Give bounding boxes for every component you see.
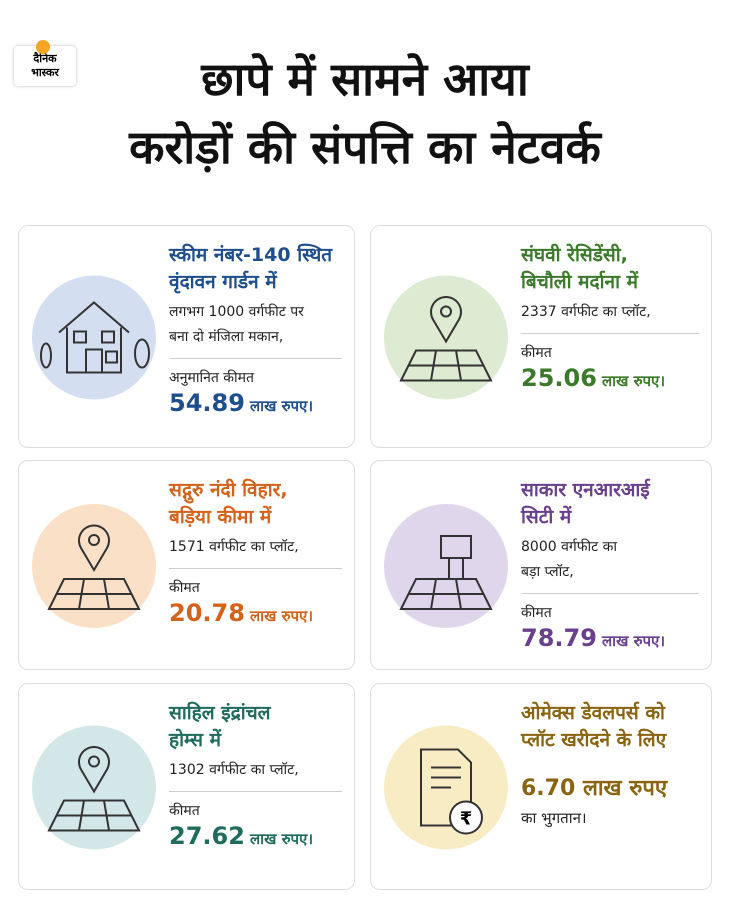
description-line: बना दो मंजिला मकान, bbox=[169, 329, 284, 345]
property-card: सद्गुरु नंदी विहार, बड़िया कीमा में 1571 व… bbox=[18, 460, 355, 670]
price: 20.78 bbox=[169, 599, 245, 627]
card-text: साहिल इंद्रांचल होम्स में 1302 वर्गफीट का … bbox=[169, 700, 342, 850]
price-unit: लाख रुपए। bbox=[602, 372, 666, 390]
card-title: सिटी में bbox=[521, 506, 572, 528]
description-line: 2337 वर्गफीट का प्लॉट, bbox=[521, 304, 651, 320]
rupee-symbol: ₹ bbox=[460, 809, 473, 830]
card-title: साकार एनआरआई bbox=[521, 479, 650, 501]
icon bbox=[32, 725, 156, 850]
price-unit: लाख रुपए। bbox=[602, 632, 666, 650]
price-unit: लाख रुपए। bbox=[250, 830, 314, 848]
icon bbox=[32, 275, 156, 400]
card-title: वृंदावन गार्डन में bbox=[169, 271, 277, 293]
price-row: 27.62 लाख रुपए। bbox=[169, 822, 342, 850]
price: 25.06 bbox=[521, 364, 597, 392]
price-label: कीमत bbox=[169, 803, 200, 819]
description-line: बड़ा प्लॉट, bbox=[521, 564, 574, 580]
price-label: अनुमानित कीमत bbox=[169, 370, 255, 386]
headline: छापे में सामने आया bbox=[201, 52, 529, 106]
card-title: स्कीम नंबर-140 स्थित bbox=[169, 244, 333, 266]
logo: दैनिक भास्कर bbox=[14, 40, 76, 86]
card-title: साहिल इंद्रांचल bbox=[169, 702, 271, 724]
card-text: संघवी रेसिडेंसी, बिचौली मर्दाना में 2337 व… bbox=[521, 242, 699, 392]
divider bbox=[169, 358, 342, 359]
card-description: 8000 वर्गफीट का बड़ा प्लॉट, bbox=[521, 535, 699, 585]
description-line: 1302 वर्गफीट का प्लॉट, bbox=[169, 762, 299, 778]
card-title: प्लॉट खरीदने के लिए bbox=[521, 729, 667, 751]
logo-dot bbox=[36, 40, 50, 54]
description-line: लगभग 1000 वर्गफीट पर bbox=[169, 304, 304, 320]
icon bbox=[384, 275, 508, 400]
note: का भुगतान। bbox=[521, 809, 587, 827]
price-unit: लाख रुपए। bbox=[250, 397, 314, 415]
divider bbox=[521, 333, 699, 334]
price-row: 20.78 लाख रुपए। bbox=[169, 599, 342, 627]
price-row: 25.06 लाख रुपए। bbox=[521, 364, 699, 392]
price: 78.79 bbox=[521, 624, 597, 652]
price-row: 54.89 लाख रुपए। bbox=[169, 389, 342, 417]
description-line: 1571 वर्गफीट का प्लॉट, bbox=[169, 539, 299, 555]
divider bbox=[169, 568, 342, 569]
card-title: सद्गुरु नंदी विहार, bbox=[169, 479, 288, 501]
card-description: 1571 वर्गफीट का प्लॉट, bbox=[169, 535, 342, 560]
card-text: सद्गुरु नंदी विहार, बड़िया कीमा में 1571 व… bbox=[169, 477, 342, 627]
card-title: होम्स में bbox=[169, 729, 222, 751]
property-card: साकार एनआरआई सिटी में 8000 वर्गफीट का बड़ा … bbox=[370, 460, 712, 670]
card-text: स्कीम नंबर-140 स्थित वृंदावन गार्डन में लग… bbox=[169, 242, 342, 417]
card-title: बिचौली मर्दाना में bbox=[521, 271, 638, 293]
card-title: ओमेक्स डेवलपर्स को bbox=[521, 702, 665, 724]
price-unit: लाख रुपए। bbox=[250, 607, 314, 625]
card-title: बड़िया कीमा में bbox=[169, 506, 272, 528]
card-text: ओमेक्स डेवलपर्स को प्लॉट खरीदने के लिए 6.7… bbox=[521, 700, 699, 831]
card-description: 2337 वर्गफीट का प्लॉट, bbox=[521, 300, 699, 325]
price-label: कीमत bbox=[521, 605, 552, 621]
card-title: संघवी रेसिडेंसी, bbox=[521, 244, 628, 266]
price-row: 78.79 लाख रुपए। bbox=[521, 624, 699, 652]
price: 27.62 bbox=[169, 822, 245, 850]
headline: करोड़ों की संपत्ति का नेटवर्क bbox=[129, 120, 601, 174]
property-card: स्कीम नंबर-140 स्थित वृंदावन गार्डन में लग… bbox=[18, 225, 355, 448]
price-label: कीमत bbox=[169, 580, 200, 596]
property-card: ₹ ओमेक्स डेवलपर्स को प्लॉट खरीदने के लिए 6.… bbox=[370, 683, 712, 890]
divider bbox=[169, 791, 342, 792]
card-description: 1302 वर्गफीट का प्लॉट, bbox=[169, 758, 342, 783]
property-card: साहिल इंद्रांचल होम्स में 1302 वर्गफीट का … bbox=[18, 683, 355, 890]
icon bbox=[384, 504, 508, 628]
divider bbox=[521, 593, 699, 594]
property-card: संघवी रेसिडेंसी, बिचौली मर्दाना में 2337 व… bbox=[370, 225, 712, 448]
card-description: लगभग 1000 वर्गफीट पर बना दो मंजिला मकान, bbox=[169, 300, 342, 350]
price-label: कीमत bbox=[521, 345, 552, 361]
icon: ₹ bbox=[384, 725, 508, 850]
amount: 6.70 लाख रुपए bbox=[521, 776, 668, 801]
logo-text: भास्कर bbox=[31, 66, 59, 79]
description-line: 8000 वर्गफीट का bbox=[521, 539, 618, 555]
price: 54.89 bbox=[169, 389, 245, 417]
logo-text: दैनिक bbox=[33, 52, 57, 65]
icon bbox=[32, 504, 156, 628]
card-text: साकार एनआरआई सिटी में 8000 वर्गफीट का बड़ा … bbox=[521, 477, 699, 652]
